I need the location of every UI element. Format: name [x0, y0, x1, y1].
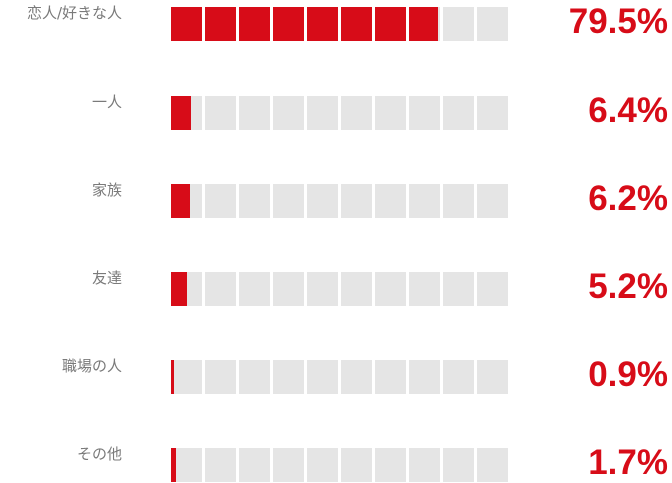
category-label: 職場の人	[61, 357, 122, 375]
bar-segment	[443, 360, 474, 394]
bar-segment	[273, 7, 304, 41]
bar-segment	[205, 7, 236, 41]
bar-segment	[375, 7, 406, 41]
bar-track	[171, 448, 509, 482]
bar-segment	[477, 448, 508, 482]
bar-segment	[239, 7, 270, 41]
bar-segment	[307, 184, 338, 218]
bar-fill	[171, 360, 174, 394]
bar-segment	[477, 272, 508, 306]
bar-segment	[205, 184, 236, 218]
bar-segment	[273, 448, 304, 482]
bar-segment	[171, 272, 202, 306]
bar-track	[171, 7, 509, 41]
bar-segment	[171, 184, 202, 218]
bar-segment	[171, 360, 202, 394]
bar-segment	[409, 7, 440, 41]
bar-track	[171, 184, 509, 218]
bar-segment	[171, 96, 202, 130]
bar-segment	[205, 448, 236, 482]
value-label: 79.5%	[568, 2, 668, 41]
bar-segment	[273, 184, 304, 218]
bar-segment	[477, 7, 508, 41]
bar-segment	[273, 272, 304, 306]
value-label: 5.2%	[588, 267, 668, 306]
bar-fill	[171, 448, 177, 482]
value-label: 0.9%	[588, 355, 668, 394]
bar-segment	[239, 272, 270, 306]
bar-fill	[341, 7, 372, 41]
bar-segment	[341, 448, 372, 482]
bar-segment	[443, 96, 474, 130]
bar-segment	[375, 360, 406, 394]
bar-row: その他 1.7%	[0, 441, 672, 482]
bar-fill	[171, 96, 191, 130]
bar-row: 恋人/好きな人 79.5%	[0, 0, 672, 41]
bar-segment	[375, 448, 406, 482]
bar-segment	[307, 272, 338, 306]
bar-segment	[273, 96, 304, 130]
bar-fill	[409, 7, 439, 41]
bar-fill	[205, 7, 236, 41]
bar-segment	[341, 360, 372, 394]
bar-track	[171, 272, 509, 306]
category-label: 家族	[91, 181, 122, 199]
bar-track	[171, 360, 509, 394]
bar-segment	[477, 96, 508, 130]
bar-segment	[443, 448, 474, 482]
category-label: 恋人/好きな人	[26, 4, 122, 22]
bar-segment	[409, 184, 440, 218]
bar-segment	[307, 448, 338, 482]
bar-fill	[239, 7, 270, 41]
bar-segment	[375, 96, 406, 130]
bar-segment	[205, 360, 236, 394]
bar-segment	[341, 7, 372, 41]
bar-segment	[205, 96, 236, 130]
bar-fill	[375, 7, 406, 41]
bar-segment	[409, 360, 440, 394]
bar-fill	[171, 7, 202, 41]
bar-segment	[171, 7, 202, 41]
bar-segment	[409, 272, 440, 306]
bar-segment	[477, 360, 508, 394]
bar-segment	[307, 96, 338, 130]
category-label: 友達	[91, 269, 122, 287]
bar-row: 友達 5.2%	[0, 265, 672, 306]
bar-segment	[273, 360, 304, 394]
bar-segment	[443, 184, 474, 218]
bar-segment	[239, 448, 270, 482]
value-label: 1.7%	[588, 443, 668, 482]
bar-fill	[171, 272, 187, 306]
bar-fill	[273, 7, 304, 41]
bar-segment	[341, 184, 372, 218]
bar-segment	[205, 272, 236, 306]
category-label: 一人	[91, 93, 122, 111]
bar-row: 一人 6.4%	[0, 89, 672, 130]
bar-segment	[239, 184, 270, 218]
bar-fill	[307, 7, 338, 41]
bar-segment	[307, 360, 338, 394]
bar-segment	[443, 7, 474, 41]
bar-row: 職場の人 0.9%	[0, 353, 672, 394]
bar-row: 家族 6.2%	[0, 177, 672, 218]
bar-segment	[477, 184, 508, 218]
bar-segment	[443, 272, 474, 306]
bar-segment	[409, 96, 440, 130]
value-label: 6.2%	[588, 179, 668, 218]
bar-segment	[375, 184, 406, 218]
bar-segment	[171, 448, 202, 482]
bar-segment	[239, 96, 270, 130]
bar-segment	[409, 448, 440, 482]
value-label: 6.4%	[588, 91, 668, 130]
category-label: その他	[76, 445, 122, 463]
bar-segment	[341, 272, 372, 306]
bar-segment	[341, 96, 372, 130]
bar-segment	[375, 272, 406, 306]
bar-fill	[171, 184, 190, 218]
bar-segment	[307, 7, 338, 41]
bar-segment	[239, 360, 270, 394]
bar-track	[171, 96, 509, 130]
